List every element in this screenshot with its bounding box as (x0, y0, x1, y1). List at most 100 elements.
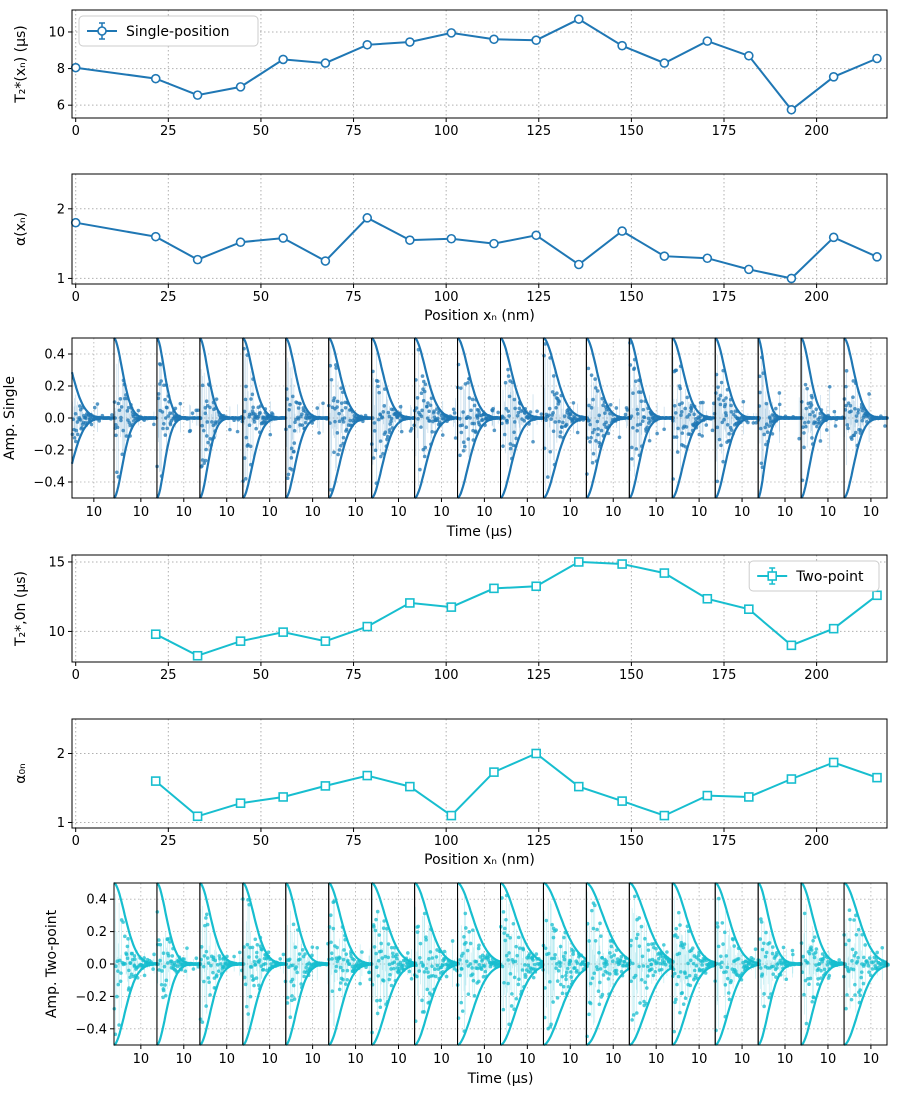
data-point (845, 423, 850, 427)
data-point (639, 399, 644, 404)
x-tick-label: 10 (86, 505, 103, 520)
data-point (173, 406, 178, 411)
data-point (640, 444, 644, 449)
data-point (854, 419, 859, 423)
data-point (678, 364, 683, 369)
data-point (203, 405, 208, 410)
data-point (300, 948, 305, 952)
data-point (642, 415, 647, 420)
data-point (643, 399, 647, 403)
data-point (422, 1010, 426, 1014)
data-point (459, 1000, 464, 1005)
data-point (332, 450, 336, 455)
data-point (337, 411, 341, 416)
x-tick-label: 10 (734, 505, 751, 520)
data-point (491, 406, 495, 411)
data-point (335, 945, 339, 950)
data-point (346, 958, 350, 963)
data-point (801, 425, 805, 429)
data-point (770, 423, 774, 428)
data-point (372, 945, 377, 949)
data-point (360, 950, 364, 954)
data-point (858, 431, 863, 435)
data-point (531, 748, 541, 759)
data-point (201, 428, 206, 433)
data-point (446, 28, 457, 38)
data-point (561, 420, 565, 425)
data-point (633, 379, 638, 384)
data-point (264, 420, 269, 425)
data-point (407, 969, 412, 974)
data-point (727, 432, 731, 436)
data-point (481, 975, 486, 979)
data-point (254, 955, 259, 959)
data-point (291, 922, 296, 927)
data-point (622, 416, 627, 421)
data-point (512, 420, 517, 424)
data-point (555, 391, 559, 396)
envelope-upper (113, 882, 157, 965)
data-point (602, 400, 607, 404)
data-point (124, 952, 129, 957)
data-point (349, 954, 353, 959)
data-point (343, 982, 348, 986)
data-point (225, 954, 229, 959)
data-point (546, 413, 551, 418)
data-point (565, 966, 570, 971)
data-point (721, 459, 725, 464)
data-point (751, 421, 756, 425)
data-point (401, 963, 405, 968)
x-tick-label: 200 (804, 124, 829, 139)
data-point (165, 405, 169, 410)
data-point (587, 1000, 592, 1005)
data-point (746, 420, 750, 425)
data-point (300, 412, 304, 416)
data-point (258, 430, 262, 435)
data-point (852, 433, 857, 438)
data-point (130, 423, 135, 427)
data-point (763, 425, 768, 430)
x-tick-label: 175 (712, 124, 737, 139)
data-point (815, 424, 819, 429)
data-point (853, 406, 857, 411)
y-axis-label: T₂*,0n (μs) (13, 571, 29, 647)
data-point (851, 379, 856, 383)
data-point (718, 393, 723, 398)
data-point (601, 434, 606, 438)
data-point (551, 1000, 555, 1004)
data-point (644, 429, 648, 433)
data-point (744, 604, 754, 614)
data-point (535, 409, 539, 414)
data-point (302, 974, 307, 979)
data-point (374, 917, 378, 922)
data-point (571, 949, 576, 953)
data-point (551, 429, 556, 434)
data-point (635, 423, 640, 427)
x-tick-label: 10 (176, 1052, 193, 1067)
x-tick-label: 150 (619, 124, 644, 139)
x-tick-label: 10 (605, 1052, 622, 1067)
data-point (165, 426, 170, 431)
data-point (358, 981, 362, 986)
data-point (374, 481, 379, 485)
data-point (425, 404, 429, 409)
data-point (367, 970, 372, 975)
data-point (206, 976, 211, 980)
data-point (158, 362, 163, 367)
data-point (128, 434, 132, 438)
data-point (254, 976, 259, 980)
data-point (527, 422, 531, 426)
data-point (711, 401, 716, 406)
data-point (268, 432, 273, 437)
y-tick-label: 8 (57, 62, 65, 77)
data-point (678, 386, 683, 391)
axes-frame (71, 173, 888, 285)
data-point (337, 987, 342, 992)
data-point (558, 964, 562, 968)
data-point (320, 256, 331, 266)
x-tick-label: 75 (345, 668, 362, 683)
x-tick-label: 25 (160, 124, 177, 139)
data-point (472, 421, 476, 426)
data-point (329, 377, 334, 382)
data-point (340, 390, 345, 395)
